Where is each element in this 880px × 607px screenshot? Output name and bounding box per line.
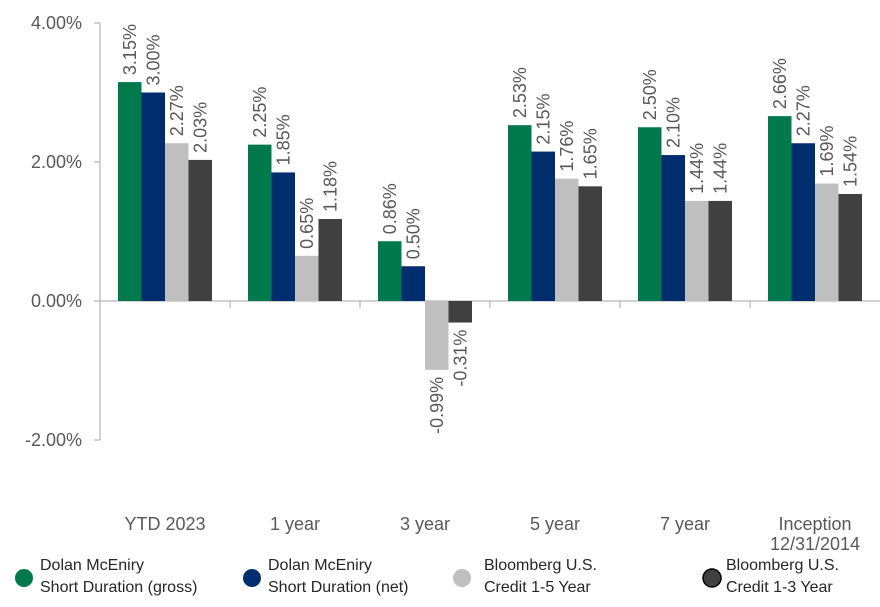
y-tick-label: 0.00% xyxy=(31,291,82,311)
data-label: 2.10% xyxy=(663,97,683,148)
bar xyxy=(295,255,319,301)
data-label: 2.27% xyxy=(793,85,813,136)
legend-label: Short Duration (gross) xyxy=(40,579,197,596)
data-label: 2.53% xyxy=(510,67,530,118)
data-label: 1.85% xyxy=(273,114,293,165)
legend: Dolan McEniry Short Duration (gross) Dolan… xyxy=(15,557,839,596)
bar xyxy=(508,125,532,301)
legend-label: Credit 1-3 Year xyxy=(726,579,833,596)
x-category-label: 12/31/2014 xyxy=(770,534,860,554)
legend-label: Dolan McEniry xyxy=(268,557,372,574)
data-label: 2.15% xyxy=(533,94,553,145)
bar xyxy=(685,200,709,301)
data-label: 0.65% xyxy=(297,198,317,249)
legend-label: Short Duration (net) xyxy=(268,579,409,596)
data-label: 2.66% xyxy=(770,58,790,109)
y-tick-label: -2.00% xyxy=(25,430,82,450)
y-tick-label: 2.00% xyxy=(31,152,82,172)
x-category-label: YTD 2023 xyxy=(124,514,205,534)
legend-label: Bloomberg U.S. xyxy=(484,557,597,574)
bar xyxy=(271,172,295,301)
bar xyxy=(118,82,142,301)
data-label: 1.44% xyxy=(710,143,730,194)
bar xyxy=(318,218,342,301)
value-labels: 3.15% 2.25% 0.86% 2.53% 2.50% 2.66% 3.00% 1.85%… xyxy=(120,24,861,434)
data-label: 2.27% xyxy=(167,85,187,136)
bar xyxy=(248,144,272,301)
bar xyxy=(448,301,472,323)
bar xyxy=(401,266,425,301)
legend-label: Dolan McEniry xyxy=(40,557,144,574)
bar xyxy=(815,183,839,301)
legend-marker xyxy=(702,568,722,588)
data-label: -0.31% xyxy=(450,330,470,387)
data-label: 2.03% xyxy=(190,102,210,153)
x-category-label: 1 year xyxy=(270,514,320,534)
data-label: 2.50% xyxy=(640,69,660,120)
data-label: 1.69% xyxy=(817,125,837,176)
x-category-label: 7 year xyxy=(660,514,710,534)
data-label: 1.54% xyxy=(840,136,860,187)
x-category-label: Inception xyxy=(778,514,851,534)
bar xyxy=(165,143,189,301)
bar xyxy=(141,92,165,301)
data-label: 1.18% xyxy=(320,161,340,212)
bar xyxy=(578,186,602,301)
data-label: 2.25% xyxy=(250,87,270,138)
bar xyxy=(638,127,662,301)
data-label: 1.76% xyxy=(557,121,577,172)
bar xyxy=(531,151,555,301)
data-label: 3.15% xyxy=(120,24,140,75)
legend-label: Bloomberg U.S. xyxy=(726,557,839,574)
data-label: 3.00% xyxy=(143,34,163,85)
bar xyxy=(791,143,815,301)
data-label: 1.44% xyxy=(687,143,707,194)
legend-marker xyxy=(15,569,33,587)
legend-marker xyxy=(243,569,261,587)
bar xyxy=(555,178,579,301)
bar xyxy=(188,159,212,301)
bar xyxy=(425,301,449,370)
x-category-label: 3 year xyxy=(400,514,450,534)
data-label: 0.86% xyxy=(380,183,400,234)
y-tick-label: 4.00% xyxy=(31,13,82,33)
bar xyxy=(768,116,792,301)
axes: 4.00% 2.00% 0.00% -2.00% YTD 2023 1 year 3 yea… xyxy=(25,13,880,554)
bar xyxy=(378,241,402,301)
bar xyxy=(708,200,732,301)
legend-marker xyxy=(453,569,471,587)
legend-label: Credit 1-5 Year xyxy=(484,579,591,596)
x-category-label: 5 year xyxy=(530,514,580,534)
data-label: 1.65% xyxy=(580,128,600,179)
bar xyxy=(838,193,862,301)
data-label: -0.99% xyxy=(427,377,447,434)
bar xyxy=(661,155,685,301)
data-label: 0.50% xyxy=(403,208,423,259)
bars xyxy=(118,82,862,370)
